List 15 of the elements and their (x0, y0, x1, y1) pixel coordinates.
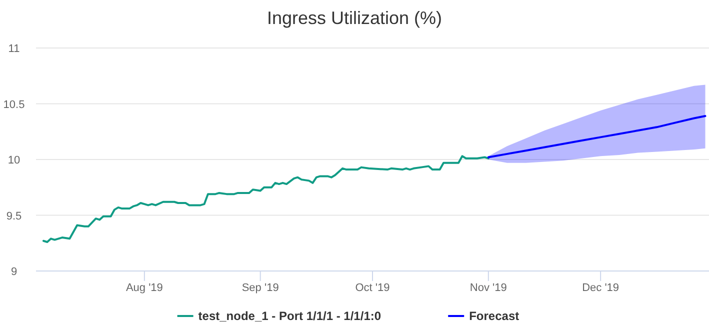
y-tick-label: 10.5 (3, 98, 25, 111)
y-tick-label: 11 (8, 43, 20, 55)
line-series (487, 115, 706, 158)
y-tick-label: 9 (10, 266, 18, 278)
legend-label: test_node_1 - Port 1/1/1 - 1/1/1:0 (198, 309, 382, 323)
y-tick-label: 10 (8, 154, 20, 166)
x-tick-label: Aug '19 (126, 282, 163, 294)
legend-label: Forecast (469, 309, 520, 323)
x-tick-label: Oct '19 (355, 282, 390, 294)
chart-title: Ingress Utilization (%) (266, 8, 442, 28)
x-tick-label: Sep '19 (242, 282, 279, 294)
x-tick-label: Dec '19 (582, 282, 620, 294)
x-tick-label: Nov '19 (470, 282, 507, 294)
line-series (42, 155, 490, 244)
y-tick-label: 9.5 (6, 210, 22, 222)
